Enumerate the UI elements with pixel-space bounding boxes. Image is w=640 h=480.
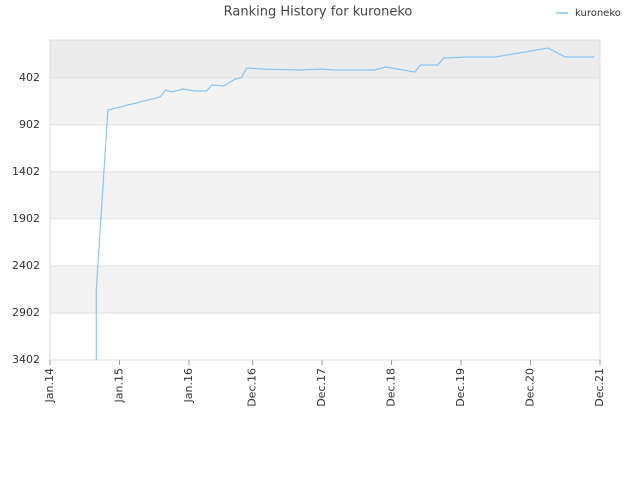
x-tick-label: Dec.20 — [524, 368, 537, 407]
grid-band — [50, 312, 600, 360]
data-line — [95, 47, 595, 360]
grid-band — [50, 265, 600, 313]
legend-label: kuroneko — [575, 8, 621, 19]
y-tick-label: 2402 — [12, 259, 40, 272]
y-tick-label: 1902 — [12, 212, 40, 225]
x-tick-label: Dec.18 — [385, 368, 398, 407]
x-tick-label: Jan.15 — [112, 368, 125, 403]
grid-band — [50, 124, 600, 172]
grid-band — [50, 77, 600, 125]
y-tick-label: 3402 — [12, 353, 40, 366]
chart-title: Ranking History for kuroneko — [224, 5, 413, 20]
x-tick-label: Dec.21 — [593, 368, 606, 407]
x-tick-label: Dec.19 — [454, 368, 467, 407]
grid-band — [50, 40, 600, 78]
x-tick-label: Dec.17 — [315, 368, 328, 407]
x-tick-label: Dec.16 — [246, 368, 259, 407]
y-tick-label: 902 — [19, 118, 40, 131]
x-tick-label: Jan.16 — [182, 368, 195, 403]
y-tick-label: 402 — [19, 71, 40, 84]
y-tick-label: 2902 — [12, 306, 40, 319]
plot-frame — [49, 39, 601, 361]
y-tick-label: 1402 — [12, 165, 40, 178]
x-tick-label: Jan.14 — [43, 368, 56, 403]
grid-band — [50, 218, 600, 266]
grid-band — [50, 171, 600, 219]
